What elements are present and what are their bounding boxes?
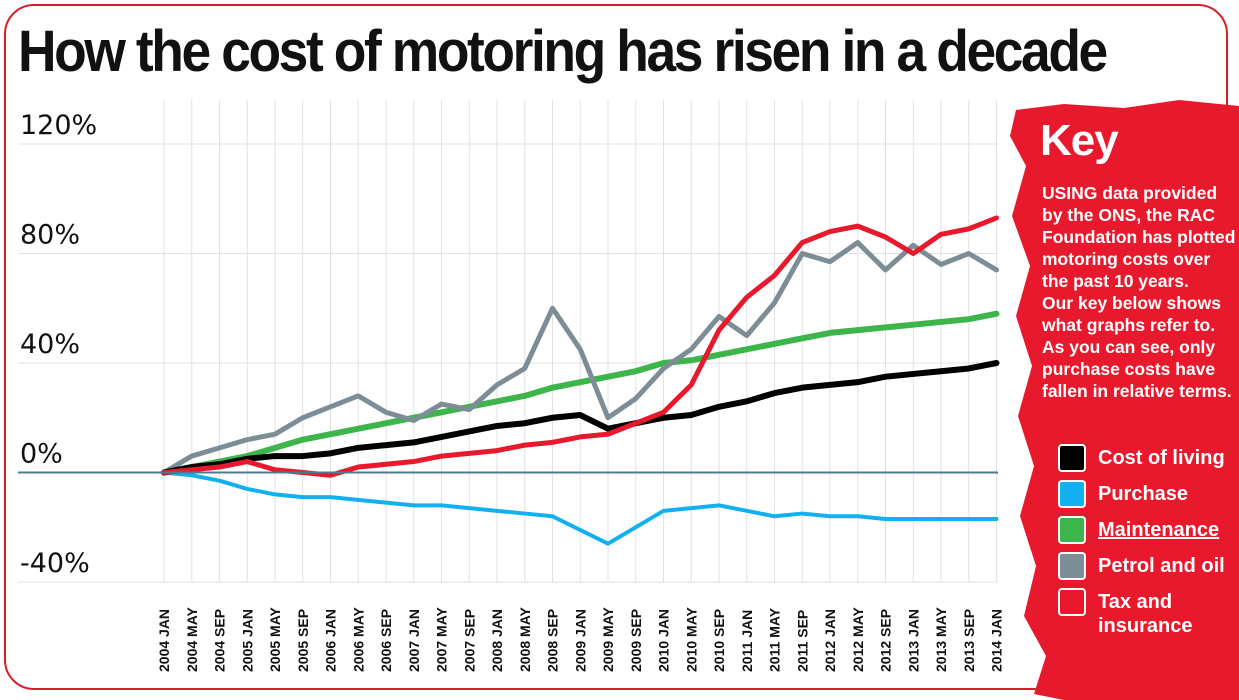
key-panel (1010, 100, 1239, 700)
key-title: Key (1040, 116, 1119, 165)
x-tick-label: 2009 SEP (628, 609, 644, 672)
x-tick-label: 2006 JAN (323, 609, 339, 672)
key-description-line: USING data provided (1042, 183, 1218, 203)
key-description-line: by the ONS, the RAC (1042, 205, 1216, 225)
y-axis-ticks: 120% 80% 40% 0% -40% (20, 110, 97, 579)
legend-swatch (1058, 516, 1086, 544)
series-lines (161, 215, 1000, 546)
y-tick-label: 40% (20, 329, 80, 360)
legend-label: Cost of living (1098, 447, 1225, 469)
y-tick-label: 120% (20, 110, 97, 141)
legend-item-cost-of-living: Cost of living (1058, 444, 1225, 472)
legend-label: Purchase (1098, 483, 1189, 505)
key-description-line: what graphs refer to. (1042, 315, 1216, 335)
series-maintenance (161, 310, 1000, 476)
legend-swatch (1058, 444, 1086, 472)
key-description-line: Our key below shows (1042, 293, 1221, 313)
x-tick-label: 2012 MAY (850, 606, 866, 672)
x-tick-label: 2007 JAN (406, 609, 422, 672)
key-description-line: Foundation has plotted (1042, 227, 1236, 247)
key-description-line: As you can see, only (1042, 337, 1216, 357)
line-chart: 120% 80% 40% 0% -40% 2004 JAN 2004 MAY 2004 SE… (18, 100, 1005, 672)
y-tick-label: 80% (20, 220, 80, 251)
x-tick-label: 2013 JAN (905, 609, 921, 672)
x-tick-label: 2010 JAN (656, 609, 672, 672)
legend-label: Petrol and oil (1098, 555, 1225, 577)
x-tick-label: 2004 MAY (184, 606, 200, 672)
series-cost-of-living (161, 360, 1000, 476)
x-tick-label: 2008 JAN (489, 609, 505, 672)
y-tick-label: -40% (20, 548, 90, 579)
x-tick-label: 2011 JAN (739, 610, 755, 672)
key-description: USING data provided by the ONS, the RAC Fo… (1042, 182, 1239, 402)
x-tick-label: 2006 SEP (378, 609, 394, 672)
x-tick-label: 2007 MAY (434, 606, 450, 672)
series-purchase (162, 470, 999, 546)
key-background (1010, 100, 1239, 700)
x-tick-label: 2014 JAN (989, 609, 1005, 672)
key-description-line: purchase costs have (1042, 359, 1216, 379)
series-petrol-and-oil (161, 240, 999, 475)
legend-swatch (1058, 552, 1086, 580)
legend-label: Maintenance (1098, 519, 1220, 541)
x-tick-label: 2008 MAY (517, 606, 533, 672)
x-tick-label: 2010 SEP (711, 609, 727, 672)
grid-lines (18, 100, 998, 583)
x-axis-ticks: 2004 JAN 2004 MAY 2004 SEP 2005 JAN 2005 MAY… (156, 606, 1005, 672)
x-tick-label: 2005 JAN (239, 609, 255, 672)
x-tick-label: 2012 JAN (822, 609, 838, 672)
x-tick-label: 2005 MAY (267, 606, 283, 672)
x-tick-label: 2008 SEP (545, 609, 561, 672)
legend-item-purchase: Purchase (1058, 480, 1189, 508)
x-tick-label: 2013 SEP (961, 609, 977, 672)
x-tick-label: 2012 SEP (878, 609, 894, 672)
legend-item-maintenance: Maintenance (1058, 516, 1220, 544)
key-description-line: motoring costs over (1042, 249, 1211, 269)
x-tick-label: 2006 MAY (350, 606, 366, 672)
x-tick-label: 2009 MAY (600, 606, 616, 672)
legend-label: Tax and insurance (1098, 591, 1193, 637)
x-tick-label: 2004 SEP (212, 609, 228, 672)
y-tick-label: 0% (20, 439, 63, 470)
x-tick-label: 2010 MAY (683, 606, 699, 672)
key-description-line: fallen in relative terms. (1042, 381, 1232, 401)
x-tick-label: 2013 MAY (933, 606, 949, 672)
x-tick-label: 2004 JAN (156, 609, 172, 672)
legend-item-petrol-and-oil: Petrol and oil (1058, 552, 1225, 580)
legend-swatch (1058, 588, 1086, 616)
key-description-line: the past 10 years. (1042, 271, 1189, 291)
legend-item-tax-and-insurance: Tax and insurance (1058, 588, 1193, 638)
x-tick-label: 2005 SEP (295, 609, 311, 672)
x-tick-label: 2009 JAN (572, 609, 588, 672)
legend-swatch (1058, 480, 1086, 508)
chart-title: How the cost of motoring has risen in a … (18, 19, 1108, 84)
x-tick-label: 2007 SEP (461, 609, 477, 672)
x-tick-label: 2011 MAY (767, 607, 783, 672)
x-tick-label: 2011 SEP (794, 610, 810, 672)
